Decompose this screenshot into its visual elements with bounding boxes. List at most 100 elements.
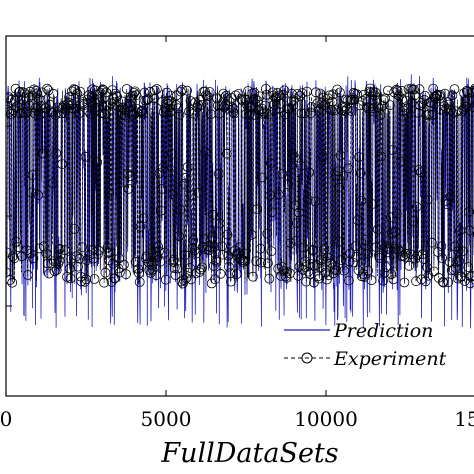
experiment-point — [75, 86, 85, 97]
experiment-point — [310, 87, 321, 98]
experiment-point — [24, 100, 35, 111]
legend-label-prediction: Prediction — [333, 320, 433, 342]
experiment-point — [466, 271, 474, 282]
experiment-point — [282, 179, 293, 190]
experiment-point — [271, 92, 282, 103]
experiment-point — [26, 187, 37, 198]
experiment-point — [63, 97, 74, 108]
experiment-point — [162, 87, 173, 98]
experiment-point — [172, 263, 183, 274]
experiment-point — [320, 267, 331, 278]
experiment-point — [470, 83, 474, 94]
experiment-point — [287, 149, 298, 160]
experiment-point — [240, 94, 251, 105]
experiment-point — [424, 109, 435, 120]
experiment-point — [13, 242, 24, 253]
experiment-point — [400, 248, 411, 259]
experiment-point — [166, 149, 177, 159]
experiment-point — [380, 262, 391, 272]
experiment-point — [6, 267, 11, 277]
experiment-point — [293, 207, 304, 218]
experiment-point — [221, 148, 232, 159]
experiment-point — [147, 264, 158, 275]
experiment-point — [266, 246, 277, 257]
experiment-point — [41, 248, 52, 259]
experiment-point — [182, 85, 192, 96]
experiment-point — [29, 108, 40, 119]
experiment-point — [331, 265, 342, 276]
experiment-point — [64, 92, 74, 103]
experiment-point — [381, 241, 392, 252]
experiment-point — [308, 244, 319, 255]
experiment-point — [174, 109, 185, 120]
experiment-point — [99, 277, 109, 288]
experiment-point — [223, 250, 234, 261]
experiment-point — [119, 104, 130, 115]
experiment-point — [217, 241, 227, 252]
experiment-point — [418, 253, 429, 264]
y-axis-ticks — [6, 125, 12, 307]
experiment-point — [45, 99, 55, 110]
experiment-point — [22, 270, 33, 280]
experiment-point — [273, 263, 284, 274]
experiment-point — [77, 242, 87, 253]
experiment-point — [17, 87, 28, 97]
experiment-point — [8, 105, 19, 116]
experiment-point — [202, 91, 213, 102]
experiment-point — [154, 168, 165, 179]
experiment-point — [348, 257, 358, 268]
experiment-point — [246, 229, 257, 240]
experiment-point — [11, 237, 22, 247]
experiment-point — [80, 276, 90, 287]
experiment-point — [129, 88, 140, 98]
experiment-point — [252, 95, 263, 106]
experiment-point — [210, 274, 221, 285]
experiment-point — [60, 245, 70, 256]
experiment-point — [227, 102, 238, 113]
experiment-point — [409, 84, 419, 95]
experiment-point — [122, 168, 133, 179]
experiment-point — [170, 270, 181, 280]
experiment-point — [9, 253, 20, 264]
x-axis-title: FullDataSets — [160, 438, 338, 469]
experiment-point — [195, 264, 206, 275]
experiment-point — [119, 259, 129, 270]
experiment-point — [176, 276, 187, 287]
experiment-point — [408, 216, 419, 226]
experiment-point — [108, 258, 118, 269]
experiment-point — [160, 274, 171, 285]
experiment-point — [439, 101, 450, 111]
experiment-point — [345, 248, 356, 259]
experiment-point — [404, 260, 415, 271]
experiment-point — [372, 224, 383, 235]
experiment-point — [205, 242, 216, 253]
experiment-point — [269, 99, 280, 110]
experiment-point — [273, 189, 284, 200]
experiment-point — [54, 255, 65, 266]
experiment-point — [111, 90, 122, 101]
experiment-point — [158, 162, 168, 173]
experiment-point — [102, 242, 113, 253]
experiment-point — [382, 85, 393, 96]
experiment-point — [419, 95, 430, 105]
experiment-point — [186, 274, 197, 285]
experiment-point — [73, 261, 83, 272]
experiment-point — [42, 83, 52, 94]
experiment-point — [20, 101, 31, 112]
experiment-point — [203, 241, 214, 252]
experiment-point — [65, 273, 76, 284]
experiment-point — [291, 235, 302, 246]
experiment-point — [9, 95, 20, 106]
experiment-point — [374, 252, 385, 263]
experiment-point — [225, 268, 236, 279]
experiment-point — [472, 231, 474, 239]
experiment-point — [256, 172, 267, 183]
experiment-point — [409, 90, 420, 101]
experiment-point — [389, 243, 400, 254]
experiment-point — [358, 269, 369, 279]
experiment-point — [116, 110, 127, 121]
experiment-point — [356, 271, 367, 282]
experiment-point — [420, 91, 430, 101]
x-tick-label: 15000 — [454, 407, 474, 431]
experiment-point — [175, 204, 186, 215]
